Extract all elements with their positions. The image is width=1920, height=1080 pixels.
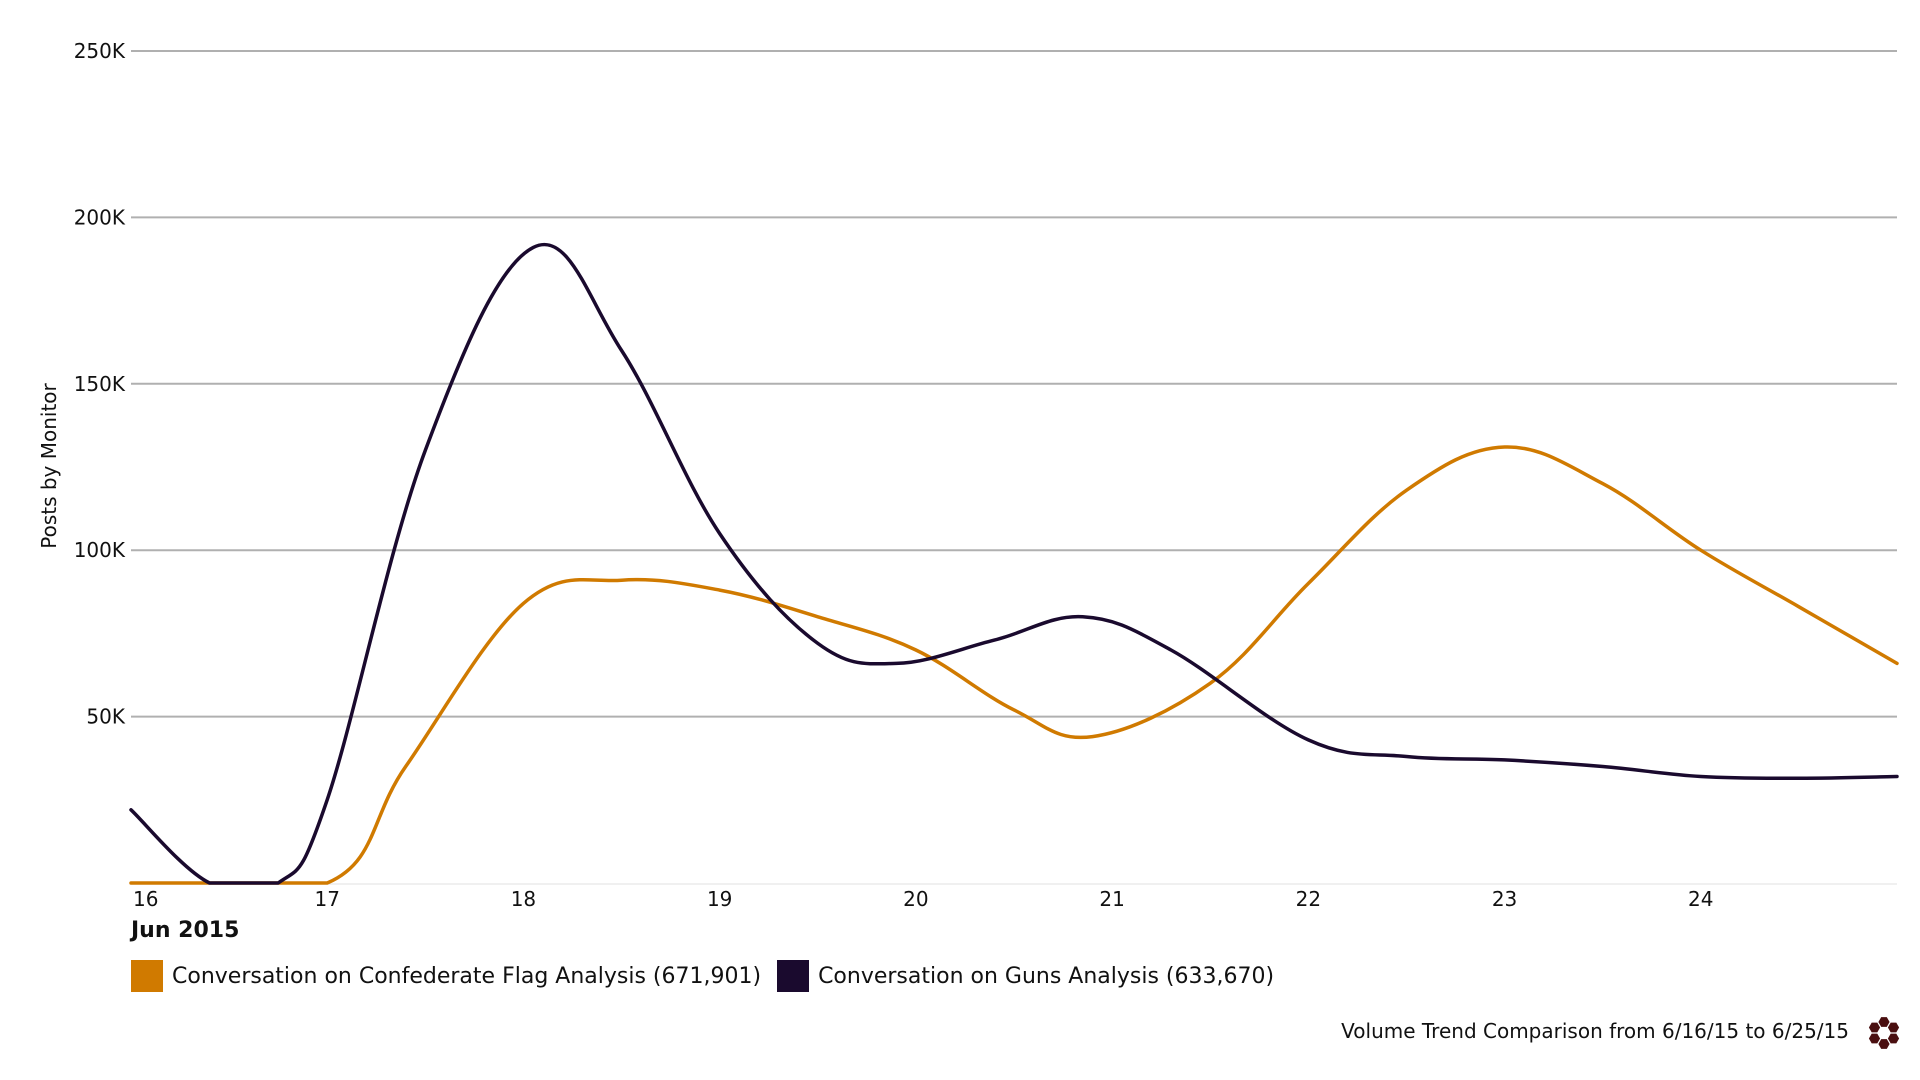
x-tick-label: 23: [1492, 887, 1517, 911]
logo-hexagon: [1887, 1033, 1900, 1044]
legend-label-guns: Conversation on Guns Analysis (633,670): [818, 963, 1275, 989]
x-axis-unit-label: Jun 2015: [129, 918, 239, 943]
y-tick-label: 250K: [74, 39, 126, 63]
logo-hexagon: [1868, 1033, 1881, 1044]
legend-item-confederate-flag[interactable]: Conversation on Confederate Flag Analysi…: [131, 960, 761, 992]
x-tick-label: 21: [1099, 887, 1124, 911]
chart-caption: Volume Trend Comparison from 6/16/15 to …: [1341, 1019, 1849, 1043]
x-tick-label: 20: [903, 887, 928, 911]
series-lines: [129, 242, 1899, 885]
x-tick-label: 24: [1688, 887, 1713, 911]
legend-label-confederate-flag: Conversation on Confederate Flag Analysi…: [172, 963, 762, 989]
series-line-guns: [129, 242, 1899, 885]
logo-hexagon: [1878, 1017, 1890, 1027]
series-line-confederate-flag: [129, 445, 1899, 885]
y-axis-ticks: 50K 100K 150K 200K 250K: [74, 39, 126, 729]
x-tick-label: 17: [314, 887, 339, 911]
x-tick-label: 16: [133, 887, 158, 911]
x-tick-label: 18: [511, 887, 536, 911]
x-tick-label: 22: [1296, 887, 1321, 911]
x-tick-label: 19: [707, 887, 732, 911]
hexagon-cluster-logo-icon: [1868, 1017, 1900, 1049]
logo-hexagon: [1887, 1022, 1900, 1033]
legend-item-guns[interactable]: Conversation on Guns Analysis (633,670): [777, 960, 1274, 992]
y-tick-label: 50K: [86, 705, 125, 729]
y-tick-label: 100K: [74, 538, 126, 562]
legend-swatch-confederate-flag: [131, 960, 163, 992]
x-axis-ticks: 16 17 18 19 20 21 22 23 24: [133, 887, 1714, 911]
grid-lines: [131, 50, 1897, 885]
logo-hexagon: [1868, 1022, 1881, 1033]
legend-swatch-guns: [777, 960, 810, 992]
y-axis-title: Posts by Monitor: [37, 382, 61, 548]
logo-hexagon: [1878, 1039, 1890, 1049]
legend: Conversation on Confederate Flag Analysi…: [131, 960, 1290, 992]
y-tick-label: 150K: [74, 372, 126, 396]
y-tick-label: 200K: [74, 205, 126, 229]
